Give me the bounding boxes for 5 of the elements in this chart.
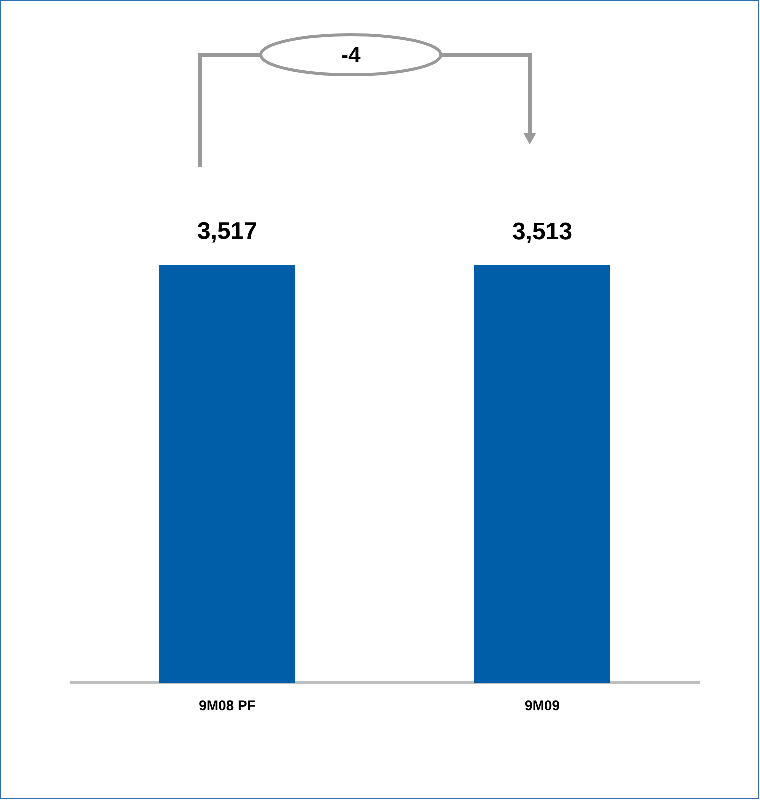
x-tick-label: 9M09: [525, 700, 560, 711]
text: -4: [342, 47, 361, 63]
data-label: 3,513: [513, 222, 572, 244]
data-label: 3,517: [198, 222, 256, 243]
x-tick-label: 9M08 PF: [200, 700, 256, 711]
